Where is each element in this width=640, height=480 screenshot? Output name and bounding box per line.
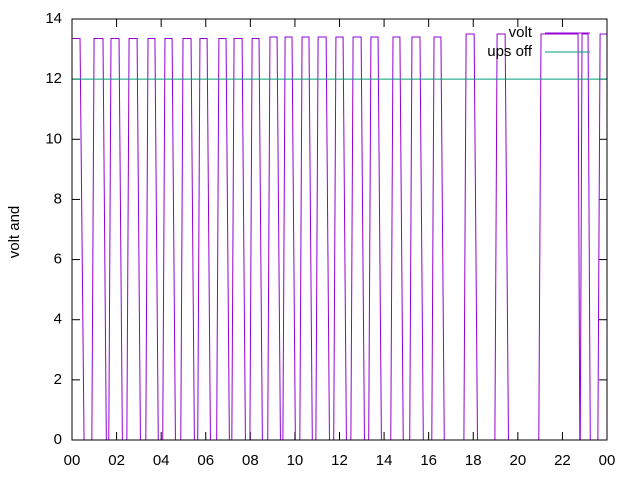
y-tick-label: 14 bbox=[45, 10, 62, 27]
x-tick-label: 02 bbox=[108, 452, 125, 469]
x-tick-label: 22 bbox=[554, 452, 571, 469]
x-tick-label: 00 bbox=[64, 452, 81, 469]
x-tick-label: 10 bbox=[287, 452, 304, 469]
x-tick-label: 14 bbox=[376, 452, 393, 469]
x-tick-label: 20 bbox=[509, 452, 526, 469]
y-tick-label: 12 bbox=[45, 70, 62, 87]
legend-label: ups off bbox=[487, 43, 533, 60]
x-tick-label: 08 bbox=[242, 452, 259, 469]
x-tick-label: 16 bbox=[420, 452, 437, 469]
plot-frame bbox=[71, 18, 608, 441]
x-tick-label: 18 bbox=[465, 452, 482, 469]
y-tick-label: 4 bbox=[54, 311, 62, 328]
x-tick-label: 06 bbox=[197, 452, 214, 469]
x-tick-label: 00 bbox=[599, 452, 616, 469]
data-line bbox=[72, 33, 607, 441]
y-tick-label: 8 bbox=[54, 190, 62, 207]
y-tick-label: 2 bbox=[54, 371, 62, 388]
y-tick-label: 0 bbox=[54, 431, 62, 448]
x-tick-label: 12 bbox=[331, 452, 348, 469]
y-tick-label: 10 bbox=[45, 130, 62, 147]
y-tick-label: 6 bbox=[54, 251, 62, 268]
x-tick-label: 04 bbox=[153, 452, 170, 469]
y-axis-label: volt and bbox=[6, 206, 23, 259]
legend-label: volt bbox=[509, 24, 533, 41]
